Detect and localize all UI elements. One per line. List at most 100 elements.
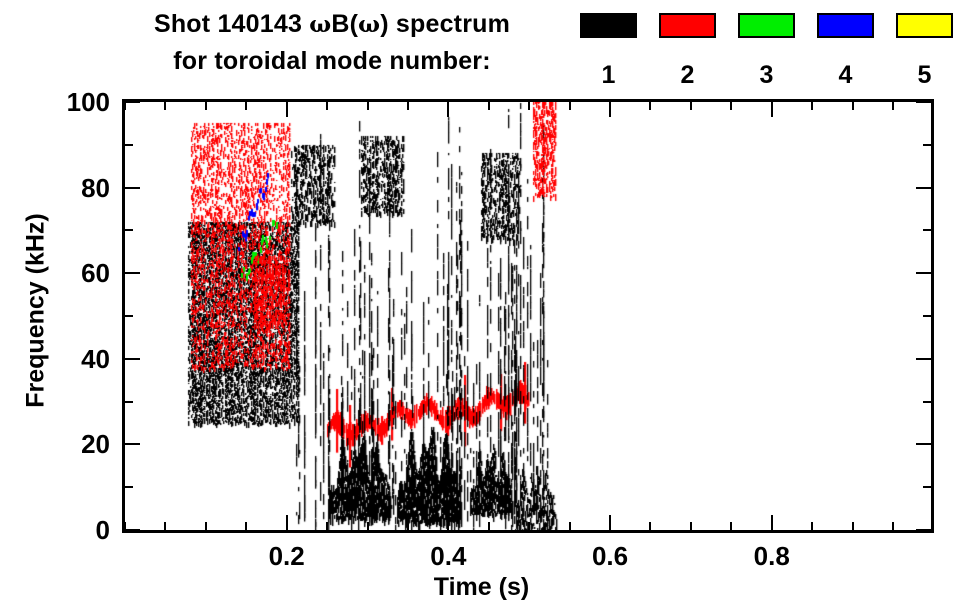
x-tick-top-0.7	[689, 102, 692, 110]
chart-title: Shot 140143 ωB(ω) spectrum for toroidal …	[86, 6, 578, 79]
legend-swatch-4	[817, 13, 874, 38]
y-tick-right-80	[916, 186, 931, 189]
y-tick-label-60: 60	[81, 258, 110, 289]
x-tick-0.25	[326, 522, 329, 530]
x-tick-0.35	[406, 522, 409, 530]
axis-frame-bottom	[122, 530, 934, 533]
legend-label-4: 4	[838, 61, 853, 89]
x-tick-0.7	[689, 522, 692, 530]
x-tick-top-0.55	[568, 102, 571, 110]
legend: 1 2 3 4 5	[580, 13, 953, 89]
y-tick-label-20: 20	[81, 429, 110, 460]
x-tick-top-0.1	[204, 102, 207, 110]
legend-swatch-2	[659, 13, 716, 38]
y-tick-label-80: 80	[81, 172, 110, 203]
y-tick-right-60	[916, 272, 931, 275]
x-axis-title: Time (s)	[433, 573, 530, 601]
axis-frame-top	[122, 99, 934, 102]
y-tick-label-100: 100	[66, 87, 110, 117]
legend-swatch-5	[896, 13, 953, 38]
x-tick-top-0.3	[366, 102, 369, 110]
title-b-text: B(	[331, 10, 359, 38]
x-tick-top-0.15	[245, 102, 248, 110]
omega-symbol-1: ω	[309, 11, 332, 38]
y-tick-label-0: 0	[95, 515, 110, 545]
x-tick-top-0.6	[609, 102, 612, 117]
y-tick-60	[125, 272, 140, 275]
y-tick-70	[125, 229, 133, 232]
axis-frame-left	[122, 99, 125, 533]
x-tick-top-0.35	[406, 102, 409, 110]
x-tick-label-0.4: 0.4	[430, 541, 467, 571]
x-tick-0.9	[851, 522, 854, 530]
legend-label-3: 3	[759, 61, 774, 89]
x-tick-0.65	[649, 522, 652, 530]
x-tick-0.2	[285, 515, 288, 530]
x-tick-top-0.9	[851, 102, 854, 110]
spectrogram-plot-area	[122, 99, 934, 533]
spectrogram-canvas	[125, 102, 931, 530]
x-tick-top-0.85	[811, 102, 814, 110]
omega-symbol-2: ω	[358, 11, 381, 38]
chart-title-line-2: for toroidal mode number:	[173, 47, 491, 75]
y-tick-right-30	[923, 400, 931, 403]
x-tick-top-0.65	[649, 102, 652, 110]
x-tick-0	[124, 522, 126, 530]
y-tick-20	[125, 443, 140, 446]
x-tick-top-0.4	[447, 102, 450, 117]
x-tick-top-0.8	[770, 102, 773, 117]
title-shot-text: Shot 140143	[153, 10, 310, 38]
x-tick-0.75	[730, 522, 733, 530]
x-tick-top-0.05	[164, 102, 167, 110]
y-tick-right-90	[923, 143, 931, 146]
chart-title-line-1: Shot 140143 ωB(ω) spectrum	[86, 6, 578, 43]
x-tick-top-0.5	[528, 102, 531, 110]
legend-swatch-3	[738, 13, 795, 38]
x-tick-0.4	[447, 515, 450, 530]
x-tick-label-0.8: 0.8	[753, 541, 790, 571]
y-tick-50	[125, 315, 133, 317]
x-tick-top-0	[124, 102, 126, 110]
axis-frame-right	[931, 99, 934, 533]
y-tick-80	[125, 186, 140, 189]
x-tick-label-0.6: 0.6	[591, 541, 629, 571]
x-tick-top-0.2	[285, 102, 288, 117]
y-tick-right-20	[916, 443, 931, 446]
title-spectrum-text: ) spectrum	[380, 10, 511, 38]
legend-label-row: 1 2 3 4 5	[580, 61, 953, 89]
y-tick-right-40	[916, 357, 931, 360]
x-tick-0.45	[487, 522, 490, 530]
y-tick-right-100	[916, 101, 931, 103]
legend-label-1: 1	[601, 61, 616, 89]
y-tick-100	[125, 101, 140, 103]
y-tick-label-40: 40	[81, 343, 110, 374]
legend-swatch-1	[580, 13, 637, 38]
y-tick-right-50	[923, 315, 931, 317]
y-axis-title: Frequency (kHz)	[21, 213, 50, 408]
x-tick-label-0.2: 0.2	[268, 541, 305, 571]
legend-swatch-row	[580, 13, 953, 38]
x-tick-0.5	[528, 522, 531, 530]
y-tick-0	[125, 529, 140, 531]
x-tick-0.1	[204, 522, 207, 530]
y-tick-90	[125, 143, 133, 146]
y-tick-right-70	[923, 229, 931, 232]
x-tick-0.6	[609, 515, 612, 530]
x-tick-0.15	[245, 522, 248, 530]
y-tick-right-0	[916, 529, 931, 531]
x-tick-0.3	[366, 522, 369, 530]
x-tick-top-0.75	[730, 102, 733, 110]
x-tick-top-0.95	[892, 102, 894, 110]
x-tick-0.85	[811, 522, 814, 530]
y-tick-40	[125, 357, 140, 360]
x-tick-0.55	[568, 522, 571, 530]
x-tick-0.8	[770, 515, 773, 530]
x-tick-top-0.25	[326, 102, 329, 110]
y-tick-10	[125, 486, 133, 489]
y-tick-right-10	[923, 486, 931, 489]
legend-label-5: 5	[917, 61, 932, 89]
x-tick-0.05	[164, 522, 167, 530]
y-tick-30	[125, 400, 133, 403]
legend-label-2: 2	[680, 61, 695, 89]
